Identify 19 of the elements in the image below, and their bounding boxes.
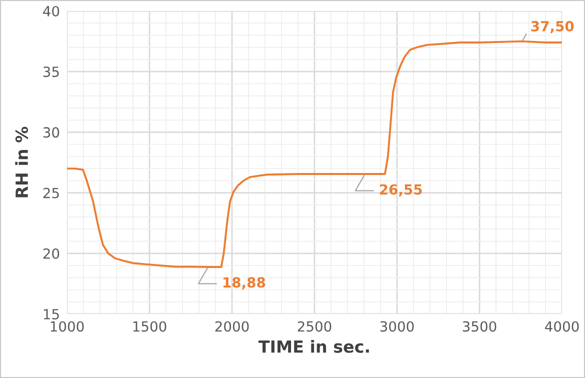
x-tick-label: 1000 bbox=[50, 321, 84, 332]
x-tick-label: 4000 bbox=[545, 321, 579, 332]
y-tick-label: 35 bbox=[43, 66, 59, 78]
y-axis-title: RH in % bbox=[15, 126, 28, 198]
x-tick-label: 3000 bbox=[380, 321, 414, 332]
y-tick-label: 20 bbox=[43, 248, 60, 259]
x-tick-label: 2500 bbox=[298, 321, 332, 332]
y-tick-label: 15 bbox=[44, 309, 59, 320]
y-tick-label: 30 bbox=[43, 127, 60, 138]
x-tick-label: 2000 bbox=[215, 321, 249, 332]
x-tick-label: 1500 bbox=[133, 321, 166, 332]
line-series bbox=[67, 40, 562, 268]
x-tick-label: 3500 bbox=[462, 321, 496, 332]
y-tick-label: 40 bbox=[43, 6, 60, 16]
x-axis-title: TIME in sec. bbox=[258, 340, 369, 353]
annotation: 18,88 bbox=[224, 277, 266, 290]
y-tick-label: 25 bbox=[43, 188, 59, 198]
annotation: 26,55 bbox=[380, 184, 422, 196]
annotation: 37,50 bbox=[531, 20, 574, 34]
